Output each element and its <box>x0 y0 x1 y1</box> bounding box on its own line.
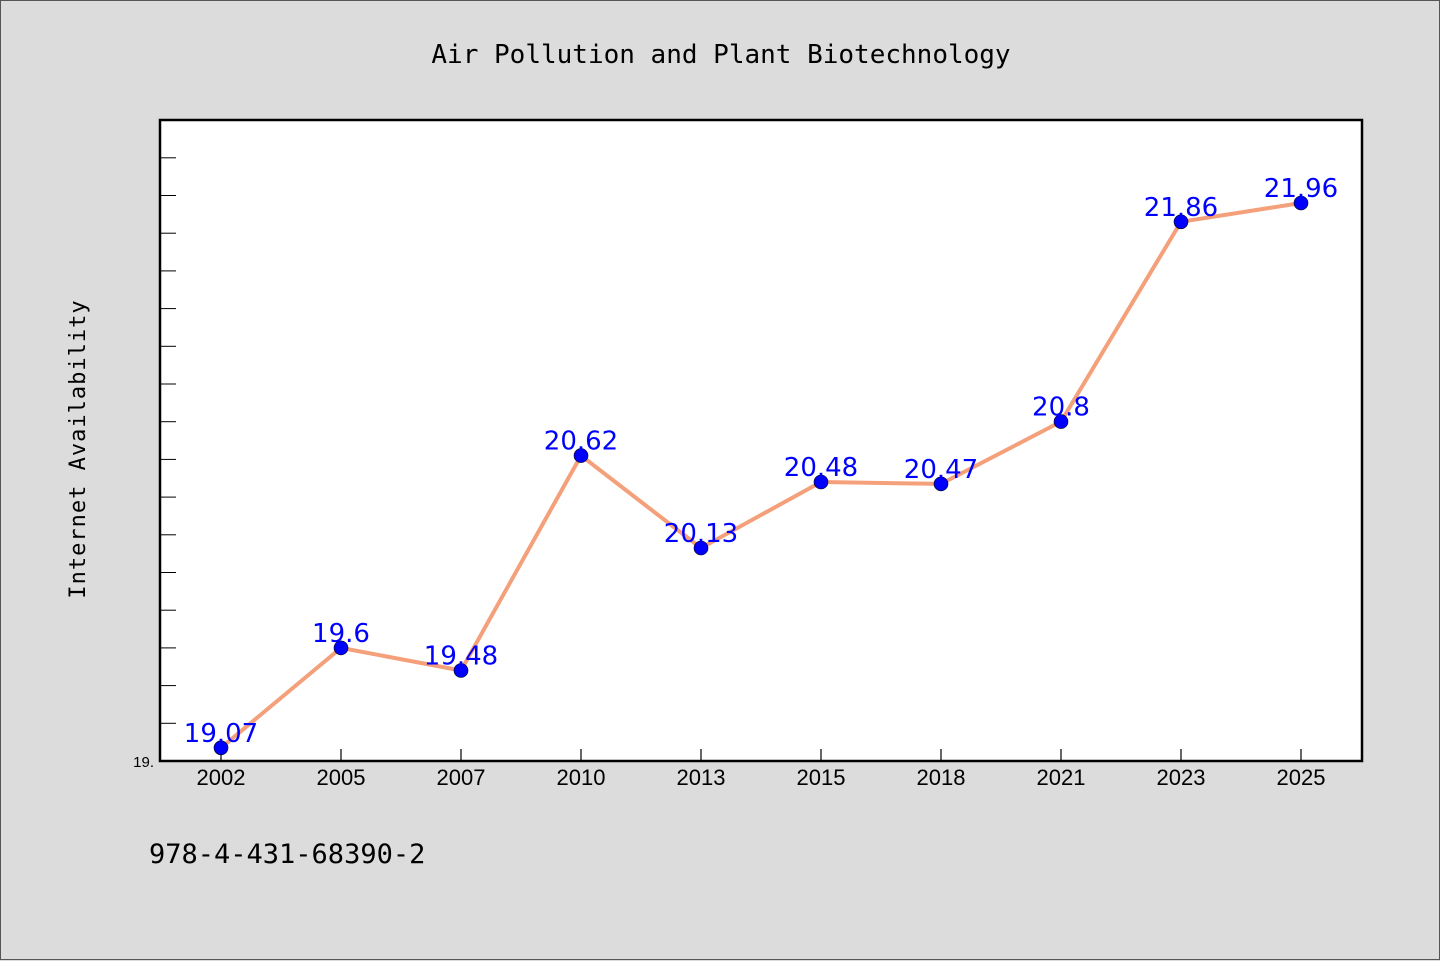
data-point <box>1293 195 1309 211</box>
data-point <box>333 640 349 656</box>
data-point <box>573 448 589 463</box>
data-label: 20.48 <box>784 453 858 483</box>
data-label: 19.6 <box>312 619 370 649</box>
series-layer: 19.07 19.6 19.48 20.62 20.13 20.48 20.47 20.8 21… <box>184 174 1338 756</box>
data-label: 19.48 <box>424 642 498 672</box>
plot-area <box>158 118 1364 763</box>
data-point <box>813 474 829 490</box>
data-label: 20.62 <box>544 427 618 457</box>
data-point <box>693 540 709 556</box>
x-tick-label: 2013 <box>677 765 726 790</box>
data-label: 19.07 <box>184 719 258 749</box>
x-tick-label: 2007 <box>437 765 486 790</box>
x-tick-label: 2005 <box>317 765 366 790</box>
y-axis-label: Internet Availability <box>66 299 91 598</box>
y-tick-label: 19. <box>133 754 154 771</box>
x-tick-label: 2018 <box>917 765 966 790</box>
data-point <box>1173 214 1189 230</box>
x-tick-label: 2002 <box>197 765 246 790</box>
x-tick-label: 2010 <box>557 765 606 790</box>
chart-title: Air Pollution and Plant Biotechnology <box>431 40 1010 70</box>
data-point <box>453 663 469 678</box>
footer-isbn: 978-4-431-68390-2 <box>149 839 425 870</box>
x-tick-label: 2015 <box>797 765 846 790</box>
data-point <box>213 740 229 756</box>
series-line <box>219 201 1302 750</box>
x-axis-ticks: 2002 2005 2007 2010 2013 2015 2018 2021 2023 2025 <box>197 749 1326 790</box>
data-label: 21.96 <box>1264 174 1338 204</box>
x-tick-label: 2025 <box>1277 765 1326 790</box>
data-label: 20.8 <box>1032 393 1090 423</box>
data-point <box>933 476 949 492</box>
data-point <box>1053 414 1069 429</box>
x-tick-label: 2021 <box>1037 765 1086 790</box>
data-label: 20.13 <box>664 519 738 549</box>
y-minor-ticks <box>160 157 176 724</box>
data-label: 20.47 <box>904 455 978 485</box>
data-label: 21.86 <box>1144 193 1218 223</box>
x-tick-label: 2023 <box>1157 765 1206 790</box>
